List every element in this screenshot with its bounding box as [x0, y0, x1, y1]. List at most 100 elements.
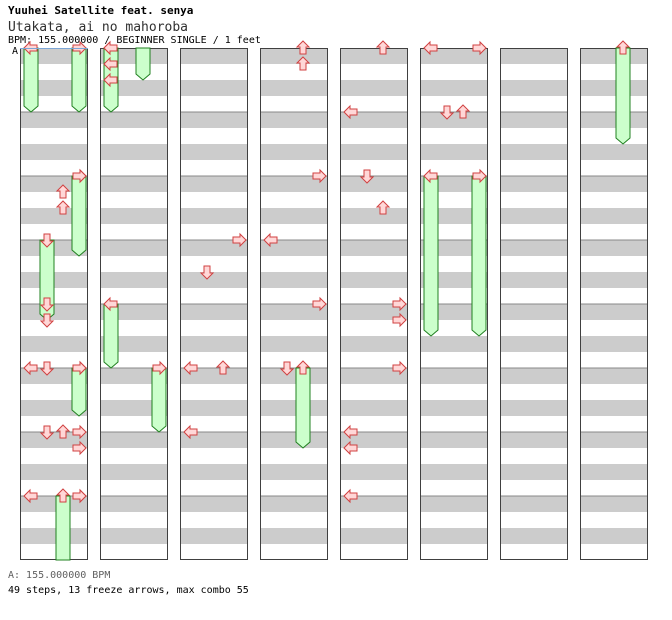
beat-stripe: [420, 368, 488, 384]
step-arrow-up: [55, 184, 71, 199]
step-arrow-up: [455, 104, 471, 119]
chart-column-border: [100, 48, 168, 560]
step-arrow-right: [472, 40, 487, 56]
beat-stripe: [260, 304, 328, 320]
step-arrow-right: [72, 440, 87, 456]
beat-stripe: [340, 528, 408, 544]
step-arrow-right: [72, 360, 87, 376]
beat-stripe: [500, 432, 568, 448]
step-arrow-left: [103, 72, 118, 88]
beat-stripe: [340, 336, 408, 352]
chart-stats: 49 steps, 13 freeze arrows, max combo 55: [8, 585, 249, 596]
song-artist: Yuuhei Satellite feat. senya: [8, 4, 194, 17]
beat-stripe: [500, 48, 568, 64]
beat-stripe: [580, 432, 648, 448]
beat-stripe: [580, 176, 648, 192]
step-arrow-right: [72, 424, 87, 440]
beat-stripe: [180, 496, 248, 512]
freeze-arrow-body-right: [71, 367, 87, 417]
beat-stripe: [580, 400, 648, 416]
beat-stripe: [100, 432, 168, 448]
step-arrow-left: [23, 360, 38, 376]
beat-stripe: [180, 336, 248, 352]
beat-stripe: [580, 272, 648, 288]
beat-stripe: [580, 368, 648, 384]
beat-stripe: [100, 208, 168, 224]
beat-stripe: [20, 176, 88, 192]
beat-stripe: [580, 112, 648, 128]
beat-stripe: [260, 528, 328, 544]
freeze-arrow-head-up: [295, 360, 311, 375]
beat-stripe: [420, 80, 488, 96]
beat-stripe: [180, 176, 248, 192]
step-arrow-up: [55, 424, 71, 439]
beat-stripe: [340, 208, 408, 224]
step-arrow-left: [343, 104, 358, 120]
step-arrow-left: [183, 424, 198, 440]
chart-column-border: [180, 48, 248, 560]
beat-stripe: [100, 368, 168, 384]
chart-column-border: [420, 48, 488, 560]
freeze-arrow-body-right: [71, 47, 87, 113]
beat-stripe: [500, 176, 568, 192]
beat-stripe: [580, 496, 648, 512]
beat-stripe: [340, 112, 408, 128]
beat-stripe: [180, 272, 248, 288]
chart-info: BPM: 155.000000 / BEGINNER SINGLE / 1 fe…: [8, 35, 261, 46]
step-arrow-down: [359, 169, 375, 184]
beat-stripe: [580, 304, 648, 320]
freeze-arrow-body-left: [103, 303, 119, 369]
beat-stripe: [260, 240, 328, 256]
beat-stripe: [500, 336, 568, 352]
beat-stripe: [20, 464, 88, 480]
freeze-arrow-body-up: [615, 47, 631, 145]
beat-stripe: [260, 208, 328, 224]
beat-stripe: [420, 336, 488, 352]
beat-stripe: [340, 80, 408, 96]
beat-stripe: [180, 368, 248, 384]
step-arrow-up: [295, 40, 311, 55]
beat-stripe: [100, 112, 168, 128]
freeze-arrow-head-right: [472, 168, 487, 184]
step-arrow-up: [295, 56, 311, 71]
freeze-arrow-body-up: [55, 495, 71, 561]
beat-stripe: [500, 464, 568, 480]
step-arrow-down: [39, 425, 55, 440]
bpm-change-list: A: 155.000000 BPM: [8, 570, 111, 581]
beat-stripe: [180, 464, 248, 480]
beat-stripe: [180, 240, 248, 256]
step-arrow-right: [392, 360, 407, 376]
step-arrow-left: [103, 40, 118, 56]
beat-stripe: [100, 528, 168, 544]
beat-stripe: [340, 304, 408, 320]
beat-stripe: [100, 176, 168, 192]
beat-stripe: [260, 144, 328, 160]
beat-stripe: [580, 144, 648, 160]
freeze-arrow-head-left: [423, 168, 438, 184]
step-arrow-left: [183, 360, 198, 376]
step-arrow-left: [343, 424, 358, 440]
beat-stripe: [580, 464, 648, 480]
step-arrow-down: [39, 313, 55, 328]
chart-column-border: [260, 48, 328, 560]
freeze-arrow-body-up: [295, 367, 311, 449]
beat-stripe: [500, 240, 568, 256]
beat-stripe: [340, 464, 408, 480]
step-arrow-up: [215, 360, 231, 375]
beat-stripe: [500, 496, 568, 512]
beat-stripe: [500, 144, 568, 160]
beat-stripe: [580, 240, 648, 256]
step-arrow-left: [103, 56, 118, 72]
step-arrow-left: [343, 440, 358, 456]
step-arrow-up: [375, 200, 391, 215]
beat-stripe: [420, 528, 488, 544]
beat-stripe: [340, 176, 408, 192]
beat-stripe: [420, 144, 488, 160]
step-arrow-right: [392, 296, 407, 312]
beat-stripe: [180, 432, 248, 448]
step-arrow-left: [23, 488, 38, 504]
freeze-arrow-body-right: [71, 175, 87, 257]
beat-stripe: [580, 528, 648, 544]
beat-stripe: [20, 112, 88, 128]
chart-column-border: [580, 48, 648, 560]
